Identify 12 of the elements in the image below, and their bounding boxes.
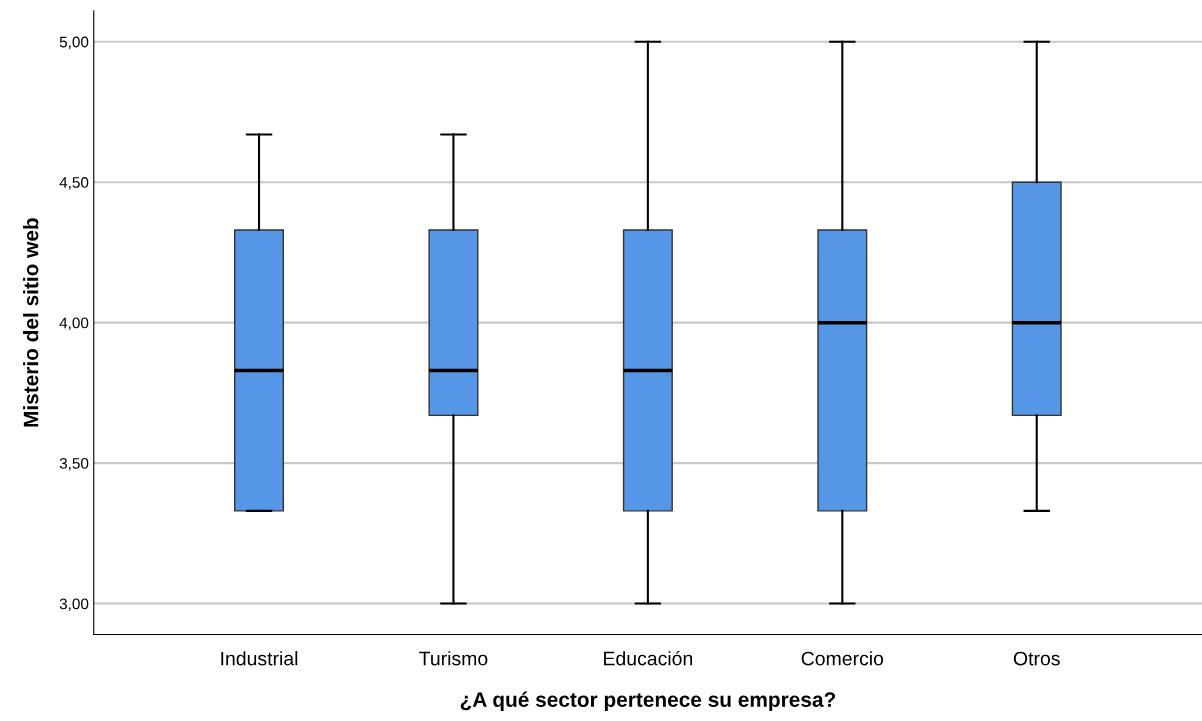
y-tick-label: 5,00 xyxy=(59,36,89,50)
y-tick-label: 4,00 xyxy=(59,317,89,331)
y-tick-label: 4,50 xyxy=(59,177,89,190)
x-tick-label: Comercio xyxy=(801,651,884,666)
y-axis-title: Misterio del sitio web xyxy=(23,218,39,427)
x-tick-label: Turismo xyxy=(419,651,488,666)
x-tick-label: Industrial xyxy=(221,651,298,666)
x-axis-title: ¿A qué sector pertenece su empresa? xyxy=(460,691,836,712)
x-tick-label: Educación xyxy=(604,650,693,666)
y-tick-label: 3,50 xyxy=(59,457,89,471)
y-tick-label: 3,00 xyxy=(59,598,89,612)
x-tick-label: Otros xyxy=(1013,651,1060,666)
